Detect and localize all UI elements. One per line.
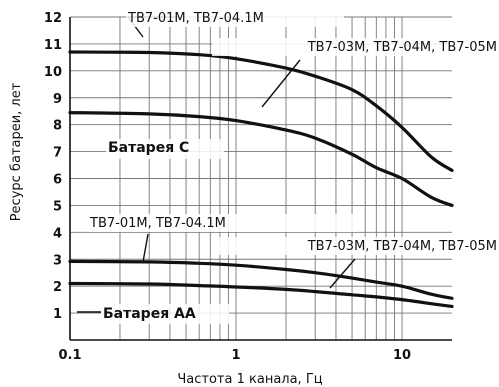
leader-line [261,59,301,108]
y-tick-label: 2 [53,280,62,295]
y-tick-label: 3 [53,253,62,268]
y-tick-label: 11 [44,38,62,53]
y-tick-label: 10 [44,65,62,80]
label-c-tb7-01m: ТВ7-01М, ТВ7-04.1М [127,11,264,26]
leader-line [142,233,149,263]
y-tick-label: 4 [53,226,62,241]
x-tick-label: 10 [393,348,411,363]
label-background [101,304,229,324]
label-background [106,139,224,159]
label-background [126,9,344,27]
curve-aa-tb7-01m [68,259,454,300]
x-tick-label: 0.1 [58,348,81,363]
x-tick-label: 1 [231,348,240,363]
axes [69,17,452,341]
label-c-tb7-03m: ТВ7-03М, ТВ7-04М, ТВ7-05М [307,40,497,55]
label-battery-aa: Батарея АА [103,306,196,322]
y-tick-label: 5 [53,199,62,214]
x-axis-label: Частота 1 канала, Гц [177,372,322,387]
label-background [212,237,498,255]
label-background [212,38,498,56]
y-tick-label: 9 [53,92,62,107]
y-tick-label: 8 [53,119,62,134]
y-tick-label: 1 [53,307,62,322]
label-battery-c: Батарея С [108,140,189,156]
y-tick-label: 7 [53,146,62,161]
curves [68,50,454,308]
label-aa-tb7-03m: ТВ7-03М, ТВ7-04М, ТВ7-05М [307,239,497,254]
y-tick-label: 12 [44,11,62,26]
label-background [88,214,358,232]
curve-c-tb7-01m [68,50,454,172]
curve-c-tb7-03m [68,111,454,207]
y-axis-label: Ресурс батареи, лет [9,82,24,221]
curve-aa-tb7-03m [68,281,454,308]
grid [70,16,452,340]
y-tick-label: 6 [53,173,62,188]
annotations: ТВ7-01М, ТВ7-04.1М ТВ7-03М, ТВ7-04М, ТВ7-… [77,9,498,324]
leader-line [329,258,356,289]
label-aa-tb7-01m: ТВ7-01М, ТВ7-04.1М [89,216,226,231]
